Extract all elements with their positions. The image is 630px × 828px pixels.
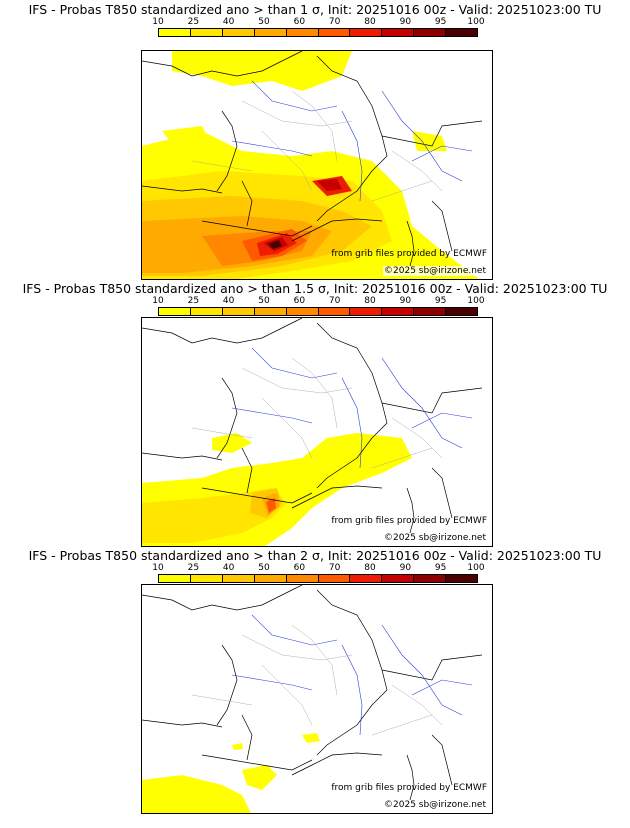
legend-swatches (158, 28, 478, 37)
probability-map: from grib files provided by ECMWF ©2025 … (141, 584, 493, 814)
region-borders (191, 90, 443, 202)
panel-title: IFS - Probas T850 standardized ano > tha… (22, 281, 608, 296)
legend-tick-label: 60 (293, 296, 306, 306)
legend-swatch (222, 29, 255, 36)
map-graphic (142, 51, 483, 279)
copyright-credit: ©2025 sb@irizone.net (383, 533, 487, 543)
legend-tick-label: 70 (328, 563, 341, 573)
legend-tick-label: 10 (152, 563, 164, 573)
legend-tick-label: 90 (399, 17, 412, 27)
legend-tick-label: 60 (293, 17, 306, 27)
legend-swatch (286, 575, 319, 582)
legend-tick-label: 50 (258, 296, 270, 306)
region-borders (191, 624, 443, 736)
legend-swatch (222, 308, 255, 315)
legend-tick-label: 80 (364, 563, 376, 573)
legend-swatch (190, 575, 223, 582)
map-graphic (142, 585, 483, 813)
legend-tick-label: 90 (399, 296, 412, 306)
legend-tick-label: 40 (222, 17, 235, 27)
legend-swatch (446, 575, 478, 582)
map-panel-2: IFS - Probas T850 standardized ano > tha… (0, 281, 630, 551)
legend-swatch (382, 308, 415, 315)
legend-swatches (158, 307, 478, 316)
legend-tick-label: 25 (187, 17, 200, 27)
legend-swatch (254, 29, 287, 36)
legend-tick-label: 90 (399, 563, 412, 573)
legend-tick-label: 50 (258, 17, 270, 27)
legend-tick-label: 95 (434, 563, 447, 573)
legend-swatch (190, 29, 223, 36)
region-borders (191, 357, 443, 469)
legend-swatch (222, 575, 255, 582)
legend-swatch (318, 575, 351, 582)
map-panel-3: IFS - Probas T850 standardized ano > tha… (0, 548, 630, 818)
coastlines (142, 585, 453, 801)
panel-title: IFS - Probas T850 standardized ano > tha… (28, 548, 602, 563)
panel-title: IFS - Probas T850 standardized ano > tha… (28, 2, 602, 17)
country-borders (201, 589, 483, 771)
data-source-credit: from grib files provided by ECMWF (331, 783, 487, 793)
legend-tick-label: 95 (434, 296, 447, 306)
country-borders (201, 55, 483, 237)
legend-swatch (286, 29, 319, 36)
legend-tick-label: 10 (152, 296, 164, 306)
legend-swatch (286, 308, 319, 315)
legend-swatch (254, 308, 287, 315)
copyright-credit: ©2025 sb@irizone.net (383, 800, 487, 810)
legend-tick-label: 25 (187, 563, 200, 573)
probability-shading (142, 433, 412, 546)
country-borders (201, 322, 483, 504)
map-graphic (142, 318, 483, 546)
rivers (231, 347, 473, 469)
legend-swatch (382, 29, 415, 36)
legend-swatches (158, 574, 478, 583)
legend-tick-label: 70 (328, 17, 341, 27)
legend-tick-label: 25 (187, 296, 200, 306)
coastlines (142, 318, 453, 534)
legend-tick-label: 80 (364, 296, 376, 306)
probability-map: from grib files provided by ECMWF ©2025 … (141, 50, 493, 280)
data-source-credit: from grib files provided by ECMWF (331, 249, 487, 259)
legend-swatch (350, 575, 383, 582)
probability-shading (142, 733, 320, 813)
legend-swatch (382, 575, 415, 582)
color-legend: 10 25 40 50 60 70 80 90 95 100 (152, 296, 485, 324)
legend-swatch (446, 29, 478, 36)
legend-swatch (350, 308, 383, 315)
legend-swatch (159, 29, 191, 36)
legend-tick-label: 70 (328, 296, 341, 306)
rivers (231, 614, 473, 736)
legend-tick-label: 60 (293, 563, 306, 573)
legend-tick-label: 100 (467, 17, 485, 27)
legend-swatch (414, 29, 447, 36)
probability-shading (142, 51, 480, 279)
probability-map: from grib files provided by ECMWF ©2025 … (141, 317, 493, 547)
legend-tick-label: 95 (434, 17, 447, 27)
legend-swatch (318, 29, 351, 36)
map-panel-1: IFS - Probas T850 standardized ano > tha… (0, 2, 630, 280)
legend-swatch (318, 308, 351, 315)
rivers (231, 80, 473, 202)
color-legend: 10 25 40 50 60 70 80 90 95 100 (152, 17, 485, 45)
legend-swatch (254, 575, 287, 582)
legend-tick-label: 50 (258, 563, 270, 573)
legend-tick-label: 40 (222, 563, 235, 573)
copyright-credit: ©2025 sb@irizone.net (383, 266, 487, 276)
legend-tick-label: 40 (222, 296, 235, 306)
legend-tick-label: 100 (467, 563, 485, 573)
legend-tick-label: 100 (467, 296, 485, 306)
legend-swatch (159, 575, 191, 582)
data-source-credit: from grib files provided by ECMWF (331, 516, 487, 526)
coastlines (142, 51, 453, 267)
legend-swatch (190, 308, 223, 315)
legend-tick-label: 10 (152, 17, 164, 27)
legend-tick-label: 80 (364, 17, 376, 27)
color-legend: 10 25 40 50 60 70 80 90 95 100 (152, 563, 485, 591)
legend-swatch (350, 29, 383, 36)
legend-swatch (159, 308, 191, 315)
legend-swatch (446, 308, 478, 315)
legend-swatch (414, 308, 447, 315)
legend-swatch (414, 575, 447, 582)
